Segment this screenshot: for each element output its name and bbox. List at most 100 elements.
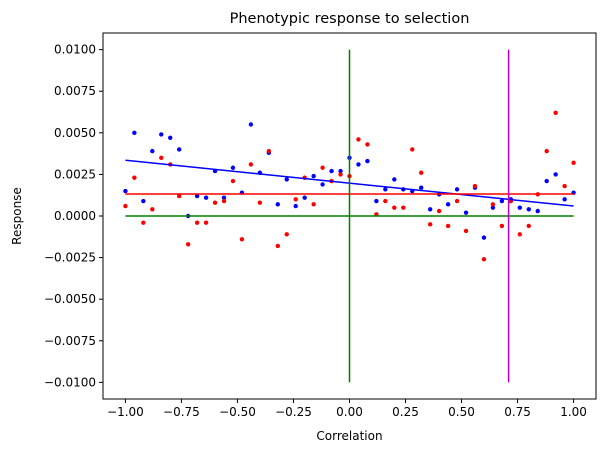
data-point-1-22 bbox=[320, 165, 325, 170]
data-point-0-29 bbox=[383, 187, 388, 192]
data-point-1-19 bbox=[293, 197, 298, 202]
data-point-1-24 bbox=[338, 172, 343, 177]
x-tick-label-2: −0.50 bbox=[219, 405, 256, 419]
data-point-0-9 bbox=[203, 195, 209, 200]
data-point-1-50 bbox=[571, 160, 576, 165]
data-point-1-47 bbox=[544, 148, 549, 154]
data-point-1-0 bbox=[123, 203, 128, 209]
data-point-1-15 bbox=[257, 200, 263, 205]
x-tick-label-4: 0.00 bbox=[336, 405, 363, 419]
data-point-1-4 bbox=[159, 155, 164, 160]
x-tick-label-7: 0.75 bbox=[504, 405, 531, 419]
data-point-1-44 bbox=[517, 232, 523, 237]
data-point-0-24 bbox=[338, 168, 343, 174]
data-point-0-23 bbox=[329, 168, 334, 174]
data-point-0-27 bbox=[365, 158, 370, 164]
data-point-1-21 bbox=[311, 202, 316, 207]
data-point-1-48 bbox=[553, 110, 558, 116]
chart-title: Phenotypic response to selection bbox=[230, 11, 470, 27]
x-tick-label-0: −1.00 bbox=[107, 405, 144, 419]
data-point-0-3 bbox=[150, 148, 155, 154]
data-point-0-49 bbox=[562, 197, 567, 202]
data-point-1-40 bbox=[481, 257, 487, 262]
data-point-1-17 bbox=[275, 243, 280, 249]
plot-area bbox=[123, 49, 576, 383]
data-point-1-38 bbox=[463, 228, 469, 234]
data-point-0-48 bbox=[553, 172, 558, 177]
data-point-0-2 bbox=[141, 198, 146, 204]
data-point-0-37 bbox=[454, 187, 460, 192]
data-point-1-31 bbox=[401, 205, 406, 210]
y-tick-label-4: 0.0000 bbox=[54, 209, 96, 223]
data-point-1-32 bbox=[410, 147, 415, 152]
y-tick-label-8: 0.0100 bbox=[54, 43, 96, 57]
data-point-0-14 bbox=[248, 122, 254, 127]
y-tick-label-2: −0.0050 bbox=[44, 292, 96, 306]
data-point-1-39 bbox=[472, 183, 478, 189]
y-tick-label-0: −0.0100 bbox=[44, 375, 96, 389]
data-point-0-8 bbox=[194, 193, 200, 199]
data-point-1-30 bbox=[392, 205, 397, 210]
data-point-1-7 bbox=[185, 242, 191, 247]
data-point-1-12 bbox=[230, 178, 236, 184]
data-point-1-18 bbox=[284, 232, 289, 237]
data-point-0-36 bbox=[445, 202, 451, 207]
data-point-1-13 bbox=[239, 237, 245, 242]
data-point-1-11 bbox=[221, 198, 227, 204]
data-point-1-36 bbox=[445, 223, 451, 229]
data-point-1-3 bbox=[150, 207, 155, 212]
data-point-1-33 bbox=[419, 170, 424, 175]
data-point-1-49 bbox=[562, 183, 567, 189]
data-point-0-30 bbox=[392, 177, 397, 182]
x-axis: −1.00 −0.75 −0.50 −0.25 0.00 0.25 0.50 0.75 1.00 bbox=[107, 399, 587, 419]
data-point-0-17 bbox=[275, 202, 280, 207]
data-point-0-6 bbox=[176, 147, 182, 152]
data-point-0-40 bbox=[481, 235, 487, 240]
data-point-0-19 bbox=[293, 203, 298, 209]
x-tick-label-8: 1.00 bbox=[560, 405, 587, 419]
x-tick-label-6: 0.50 bbox=[448, 405, 475, 419]
y-tick-label-5: 0.0025 bbox=[54, 167, 96, 181]
y-tick-label-7: 0.0075 bbox=[54, 84, 96, 98]
data-point-0-38 bbox=[463, 210, 469, 215]
data-point-0-34 bbox=[427, 207, 433, 212]
data-point-1-9 bbox=[203, 220, 209, 225]
data-point-0-47 bbox=[544, 178, 549, 184]
data-point-1-37 bbox=[454, 198, 460, 204]
data-point-0-33 bbox=[419, 185, 424, 190]
data-point-0-22 bbox=[320, 182, 325, 187]
data-point-0-26 bbox=[356, 162, 361, 167]
y-tick-label-1: −0.0075 bbox=[44, 334, 96, 348]
x-tick-label-3: −0.25 bbox=[275, 405, 312, 419]
x-axis-label: Correlation bbox=[316, 429, 382, 443]
data-point-0-11 bbox=[221, 195, 227, 200]
data-point-1-26 bbox=[356, 137, 361, 142]
data-point-1-2 bbox=[141, 220, 146, 225]
data-point-1-8 bbox=[194, 220, 200, 225]
x-tick-label-1: −0.75 bbox=[163, 405, 200, 419]
data-point-0-0 bbox=[123, 188, 128, 194]
data-point-0-18 bbox=[284, 177, 289, 182]
data-point-0-4 bbox=[159, 132, 164, 137]
y-axis-label: Response bbox=[10, 187, 24, 245]
data-point-1-6 bbox=[176, 193, 182, 199]
data-point-0-41 bbox=[490, 205, 496, 210]
data-point-0-28 bbox=[374, 198, 379, 204]
data-point-0-45 bbox=[526, 207, 531, 212]
data-point-0-12 bbox=[230, 165, 236, 170]
x-tick-label-5: 0.25 bbox=[392, 405, 419, 419]
y-tick-label-3: −0.0025 bbox=[44, 251, 96, 265]
y-tick-label-6: 0.0050 bbox=[54, 126, 96, 140]
y-axis: −0.0100 −0.0075 −0.0050 −0.0025 0.0000 0.0025… bbox=[44, 43, 103, 389]
data-point-0-20 bbox=[302, 195, 307, 200]
data-point-0-1 bbox=[132, 130, 137, 136]
data-point-0-44 bbox=[517, 205, 523, 210]
data-point-1-27 bbox=[365, 142, 370, 147]
data-point-1-1 bbox=[132, 175, 137, 180]
data-point-1-42 bbox=[499, 223, 505, 229]
data-point-0-42 bbox=[499, 198, 505, 204]
data-point-1-16 bbox=[266, 148, 272, 154]
data-point-1-29 bbox=[383, 198, 388, 204]
